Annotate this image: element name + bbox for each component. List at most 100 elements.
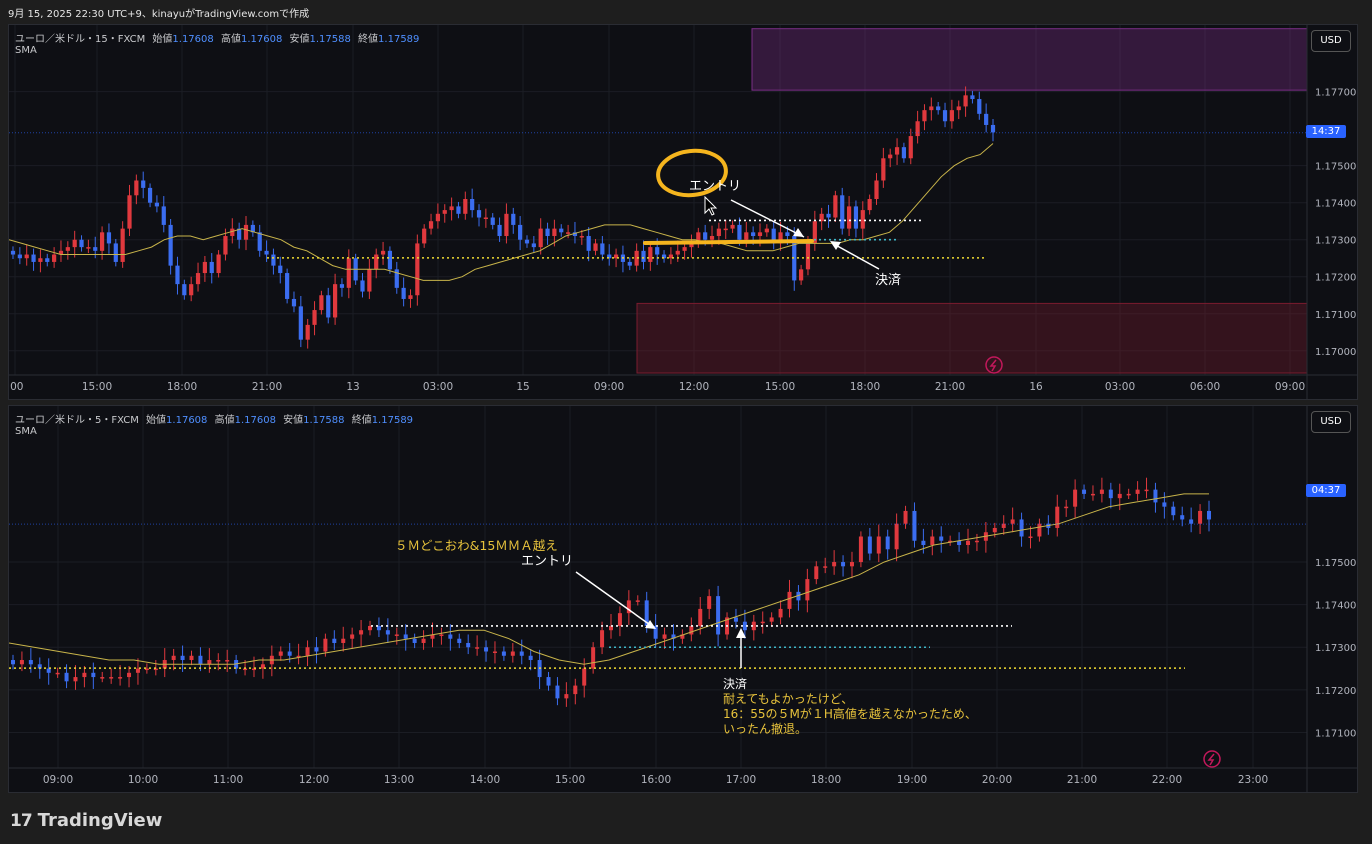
chart-pane-5m[interactable]: 1.17500 1.17400 1.17300 1.17200 1.17100 09:00… [8,405,1358,793]
legend-indicator-sma[interactable]: SMA [15,426,37,437]
candle-body [91,672,96,678]
tradingview-logo[interactable]: 17 TradingView [10,810,162,831]
candle-body [314,647,319,652]
candle-body [709,236,715,240]
candle-body [812,221,817,244]
vertical-scrollbar[interactable] [1360,24,1372,794]
candle-body [846,206,852,229]
candle-body [559,228,564,233]
candle-body [278,265,283,274]
candle-body [332,284,338,318]
price-tick-label: 1.17200 [1315,273,1356,284]
candle-body [524,239,530,244]
candle-body [648,247,653,262]
candle-body [428,221,434,229]
candle-body [680,634,685,639]
candle-body [449,206,454,211]
candle-body [346,258,351,288]
candle-body [323,638,328,652]
tradingview-wordmark: TradingView [37,810,163,831]
candle-body [497,224,502,237]
candle-body [223,236,228,255]
time-tick-label: :00 [9,381,23,393]
candle-body [264,250,269,255]
legend-15m: ユーロ／米ドル・15・FXCM 始値1.17608 高値1.17608 安値1.… [15,30,419,45]
candle-body [1180,515,1185,520]
candle-body [285,273,290,299]
candle-body [990,124,996,133]
legend-5m: ユーロ／米ドル・5・FXCM 始値1.17608 高値1.17608 安値1.1… [15,411,413,426]
candle-body [901,147,907,159]
candle-body [82,672,87,678]
candle-body [894,147,900,155]
annotation-note-3: いったん撤退。 [723,721,807,736]
candle-body [915,121,920,137]
time-tick-label: 19:00 [897,774,927,786]
time-tick-label: 15:00 [555,774,585,786]
candle-body [552,228,557,237]
candle-body [403,634,408,639]
time-tick-label: 21:00 [252,381,282,393]
candle-body [326,295,331,318]
candle-body [86,247,91,249]
legend-indicator-sma[interactable]: SMA [15,45,37,56]
candle-body [305,324,310,340]
candle-body [531,243,536,248]
candle-body [929,106,934,111]
candle-body [867,199,872,211]
currency-button[interactable]: USD [1311,30,1351,52]
currency-button[interactable]: USD [1311,411,1351,433]
annotation-entry: エントリ [689,179,741,194]
candle-body [1001,523,1006,528]
candle-body [942,110,948,122]
candle-body [832,562,837,567]
price-tick-label: 1.17200 [1315,686,1356,697]
time-tick-label: 10:00 [128,774,158,786]
price-tick-label: 1.17700 [1315,88,1356,99]
chart-pane-15m[interactable]: 1.17700 1.17500 1.17400 1.17300 1.17200 1.171… [8,24,1358,400]
candle-body [771,228,776,244]
tradingview-logo-icon: 17 [10,810,33,831]
candle-body [538,228,543,248]
time-tick-label: 15:00 [82,381,112,393]
annotation-note-2: 16：55の５Mが１H高値を越えなかったため、 [723,706,977,721]
candle-body [757,232,763,237]
candle-body [1064,506,1069,509]
candle-body [1010,519,1015,524]
candle-body [79,239,84,248]
candle-body [778,232,783,244]
candle-body [171,655,176,661]
candle-body [970,95,975,100]
time-tick-label: 09:00 [594,381,624,393]
chart-canvas-15m[interactable]: 1.17700 1.17500 1.17400 1.17300 1.17200 1.171… [9,25,1358,400]
candle-body [93,247,98,251]
candle-body [367,269,372,292]
candle-body [475,647,480,649]
legend-low: 1.17588 [303,415,345,426]
candle-body [751,621,756,631]
legend-low-label: 安値 [289,34,310,45]
candle-body [655,247,660,255]
candle-body [805,243,811,270]
candle-body [100,677,105,679]
candle-body [992,527,997,533]
candle-body [977,99,982,114]
candle-body [885,536,890,550]
candle-body [716,596,721,635]
time-tick-label: 11:00 [213,774,243,786]
candle-body [216,660,221,662]
chart-canvas-5m[interactable]: 1.17500 1.17400 1.17300 1.17200 1.17100 09:00… [9,406,1358,793]
candle-body [380,250,386,255]
candle-body [518,224,523,240]
candle-body [1082,489,1087,494]
candle-body [1126,493,1131,496]
candle-body [439,634,444,636]
candle-body [966,540,971,546]
candle-body [511,213,516,225]
candle-body [182,284,187,296]
candle-body [963,95,968,107]
annotation-reason: ５Ｍどこおわ&15ＭＭＡ越え [395,538,558,553]
candle-body [984,113,989,125]
candle-body [867,536,872,554]
candle-body [1108,489,1113,499]
